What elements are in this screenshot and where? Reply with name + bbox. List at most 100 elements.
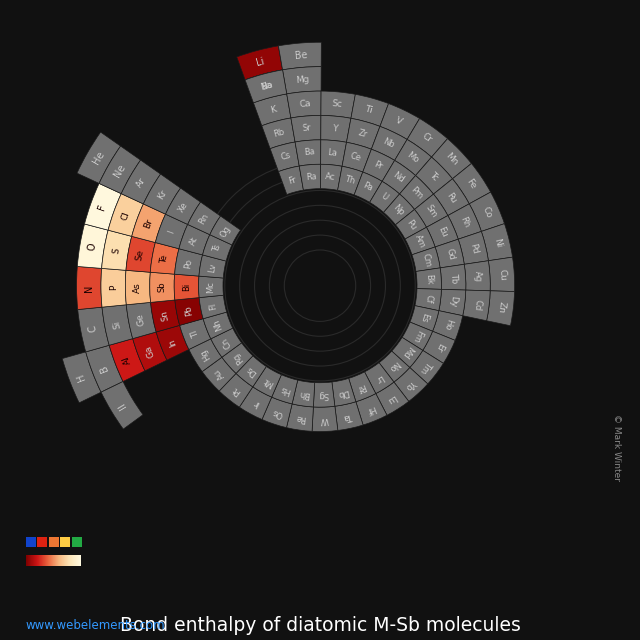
Text: Tl: Tl [189, 328, 201, 339]
Text: C: C [87, 324, 99, 333]
Text: Es: Es [419, 312, 430, 323]
Text: Rb: Rb [273, 127, 286, 139]
Text: Mg: Mg [296, 74, 310, 84]
Wedge shape [410, 306, 439, 332]
Text: Og: Og [218, 224, 232, 239]
Wedge shape [402, 322, 433, 350]
Text: Ti: Ti [364, 104, 374, 115]
Wedge shape [486, 291, 515, 326]
Text: Ac: Ac [324, 172, 336, 182]
Wedge shape [132, 204, 166, 243]
Text: Se: Se [135, 249, 145, 262]
Text: Ba: Ba [303, 148, 315, 157]
Wedge shape [77, 307, 109, 352]
Wedge shape [342, 142, 371, 172]
Wedge shape [202, 235, 232, 261]
Wedge shape [405, 227, 435, 255]
Wedge shape [321, 164, 342, 190]
Wedge shape [237, 46, 282, 80]
Wedge shape [203, 312, 233, 339]
Text: Lr: Lr [372, 372, 385, 384]
Wedge shape [354, 172, 382, 202]
Wedge shape [416, 268, 442, 289]
Text: Cd: Cd [472, 298, 482, 310]
Text: Pb: Pb [183, 305, 194, 317]
Text: Bo: Bo [260, 80, 273, 92]
Wedge shape [174, 274, 199, 300]
Wedge shape [394, 367, 428, 401]
Text: Cl: Cl [120, 210, 131, 221]
Text: W: W [320, 415, 329, 424]
Text: Nh: Nh [212, 317, 224, 332]
Wedge shape [314, 382, 335, 407]
Wedge shape [253, 94, 291, 125]
Text: Nd: Nd [391, 170, 406, 184]
Text: Ag: Ag [473, 271, 483, 282]
Text: Tm: Tm [419, 358, 434, 374]
Wedge shape [150, 272, 175, 302]
Text: Hf: Hf [365, 403, 377, 415]
Wedge shape [202, 357, 236, 391]
Wedge shape [102, 305, 132, 345]
Wedge shape [335, 402, 363, 431]
Text: Hg: Hg [198, 347, 212, 362]
Text: Np: Np [391, 202, 406, 217]
Wedge shape [439, 289, 466, 316]
Wedge shape [180, 319, 211, 349]
Text: Cu: Cu [497, 269, 507, 281]
Wedge shape [199, 295, 227, 319]
Text: Hs: Hs [279, 383, 292, 396]
Wedge shape [175, 298, 203, 325]
Wedge shape [412, 247, 440, 271]
Text: K: K [269, 104, 277, 115]
Text: Fl: Fl [207, 301, 218, 310]
Text: Bond enthalpy of diatomic M-Sb molecules: Bond enthalpy of diatomic M-Sb molecules [120, 616, 520, 636]
Text: Re: Re [295, 413, 307, 423]
Text: Y: Y [332, 124, 338, 133]
Wedge shape [245, 70, 287, 103]
Wedge shape [399, 175, 433, 209]
Text: Mc: Mc [206, 281, 215, 292]
Wedge shape [143, 174, 180, 214]
Text: Ir: Ir [252, 397, 261, 408]
Wedge shape [245, 70, 287, 103]
Wedge shape [166, 188, 200, 225]
Wedge shape [392, 337, 423, 367]
Wedge shape [488, 257, 515, 292]
Text: B: B [98, 363, 110, 373]
Text: Pu: Pu [404, 218, 417, 232]
Text: La: La [327, 148, 338, 157]
Wedge shape [287, 404, 314, 431]
Text: Na: Na [260, 80, 274, 92]
Text: F: F [97, 203, 108, 212]
Wedge shape [253, 367, 282, 397]
Wedge shape [77, 266, 102, 310]
Text: Cs: Cs [280, 151, 292, 163]
Text: Li: Li [255, 56, 266, 68]
Text: II: II [116, 400, 127, 410]
Text: © Mark Winter: © Mark Winter [612, 415, 621, 481]
Text: Ga: Ga [143, 343, 156, 358]
Wedge shape [219, 373, 253, 407]
Wedge shape [452, 163, 491, 204]
Wedge shape [282, 67, 321, 94]
Text: Sn: Sn [159, 309, 170, 321]
Text: www.webelements.com: www.webelements.com [26, 620, 165, 632]
Text: Ru: Ru [445, 191, 458, 205]
Wedge shape [287, 91, 321, 118]
Text: Ar: Ar [134, 176, 147, 189]
Text: Md: Md [399, 344, 414, 360]
Wedge shape [179, 225, 210, 255]
Text: Tc: Tc [428, 170, 440, 182]
Text: Al: Al [121, 354, 132, 365]
Text: Tb: Tb [449, 273, 458, 284]
Text: Sg: Sg [318, 390, 329, 399]
Text: Ho: Ho [442, 318, 454, 332]
Wedge shape [370, 181, 399, 212]
Text: Ra: Ra [305, 172, 317, 182]
Text: Th: Th [343, 175, 355, 186]
Text: Sb: Sb [157, 282, 166, 292]
Wedge shape [86, 345, 123, 392]
Wedge shape [379, 351, 410, 382]
Text: Co: Co [481, 205, 493, 220]
